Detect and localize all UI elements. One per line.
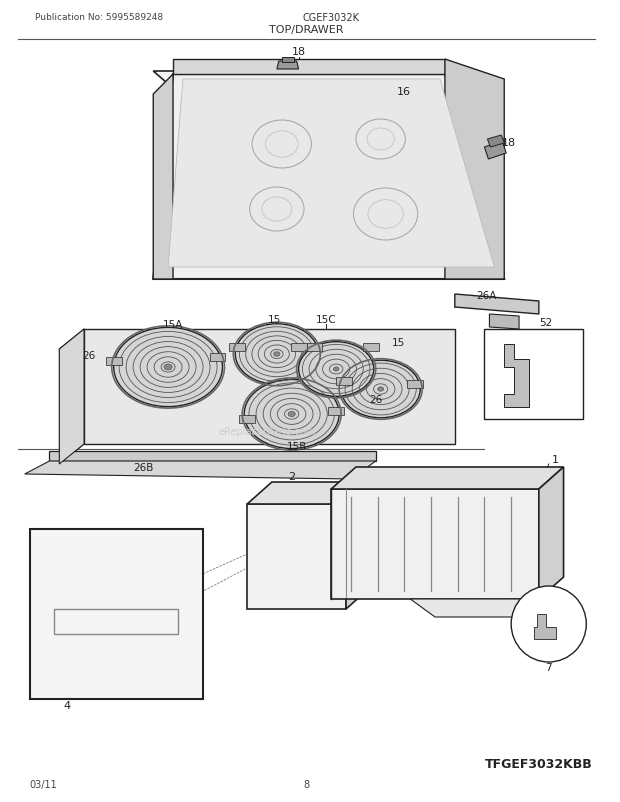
- Text: 26A: 26A: [476, 290, 497, 301]
- Bar: [106, 358, 122, 366]
- Text: 4: 4: [64, 700, 71, 710]
- Text: 26: 26: [369, 395, 383, 404]
- Ellipse shape: [236, 324, 318, 385]
- Polygon shape: [153, 75, 504, 280]
- Bar: [407, 380, 423, 388]
- Ellipse shape: [334, 367, 339, 371]
- Polygon shape: [168, 80, 494, 268]
- Polygon shape: [445, 60, 504, 280]
- Polygon shape: [534, 614, 556, 639]
- Polygon shape: [153, 72, 504, 115]
- Text: 03/11: 03/11: [30, 779, 58, 789]
- Polygon shape: [539, 468, 564, 599]
- Text: 26B: 26B: [133, 463, 154, 472]
- Bar: [484, 330, 583, 419]
- Ellipse shape: [244, 380, 339, 449]
- Text: 2: 2: [288, 472, 295, 481]
- Bar: [229, 343, 245, 351]
- Text: 15A: 15A: [163, 320, 184, 330]
- Circle shape: [511, 586, 587, 662]
- Text: 52: 52: [539, 318, 552, 327]
- Bar: [239, 415, 255, 423]
- Polygon shape: [484, 142, 506, 160]
- Polygon shape: [489, 314, 519, 330]
- Text: 15C: 15C: [316, 314, 337, 325]
- Polygon shape: [487, 136, 504, 148]
- Text: 7: 7: [546, 662, 552, 672]
- Polygon shape: [410, 599, 574, 618]
- Polygon shape: [247, 504, 346, 610]
- Ellipse shape: [273, 352, 280, 357]
- Text: 15: 15: [392, 338, 405, 347]
- Bar: [336, 378, 352, 386]
- Polygon shape: [331, 489, 539, 599]
- Bar: [306, 343, 322, 351]
- Text: 8: 8: [303, 779, 309, 789]
- Text: eReplacerParts.com: eReplacerParts.com: [218, 427, 316, 436]
- Bar: [291, 343, 306, 351]
- Text: 15B: 15B: [286, 441, 307, 452]
- Polygon shape: [346, 482, 371, 610]
- Polygon shape: [30, 529, 203, 699]
- Polygon shape: [50, 452, 376, 461]
- Ellipse shape: [113, 328, 223, 407]
- Polygon shape: [247, 482, 371, 504]
- Bar: [210, 354, 226, 362]
- Polygon shape: [455, 294, 539, 314]
- Polygon shape: [60, 330, 84, 464]
- Text: 1: 1: [552, 455, 559, 464]
- Polygon shape: [153, 75, 173, 280]
- Polygon shape: [84, 330, 455, 444]
- Bar: [363, 343, 379, 351]
- Text: 16: 16: [396, 87, 410, 97]
- Polygon shape: [331, 468, 564, 489]
- Text: TOP/DRAWER: TOP/DRAWER: [269, 25, 343, 35]
- Text: Publication No: 5995589248: Publication No: 5995589248: [35, 14, 162, 22]
- Bar: [328, 407, 344, 415]
- Ellipse shape: [299, 342, 374, 397]
- Polygon shape: [173, 60, 445, 75]
- Text: TFGEF3032KBB: TFGEF3032KBB: [484, 758, 592, 771]
- Text: 18: 18: [291, 47, 306, 57]
- Text: 15: 15: [268, 314, 281, 325]
- Text: 18: 18: [502, 138, 516, 148]
- Ellipse shape: [378, 387, 384, 391]
- Text: 26: 26: [82, 350, 95, 361]
- Text: CGEF3032K: CGEF3032K: [303, 13, 360, 23]
- Ellipse shape: [341, 361, 420, 419]
- Polygon shape: [25, 461, 376, 480]
- Ellipse shape: [288, 412, 295, 417]
- Polygon shape: [277, 62, 299, 70]
- Polygon shape: [504, 345, 529, 407]
- Ellipse shape: [164, 365, 172, 371]
- Polygon shape: [281, 58, 294, 63]
